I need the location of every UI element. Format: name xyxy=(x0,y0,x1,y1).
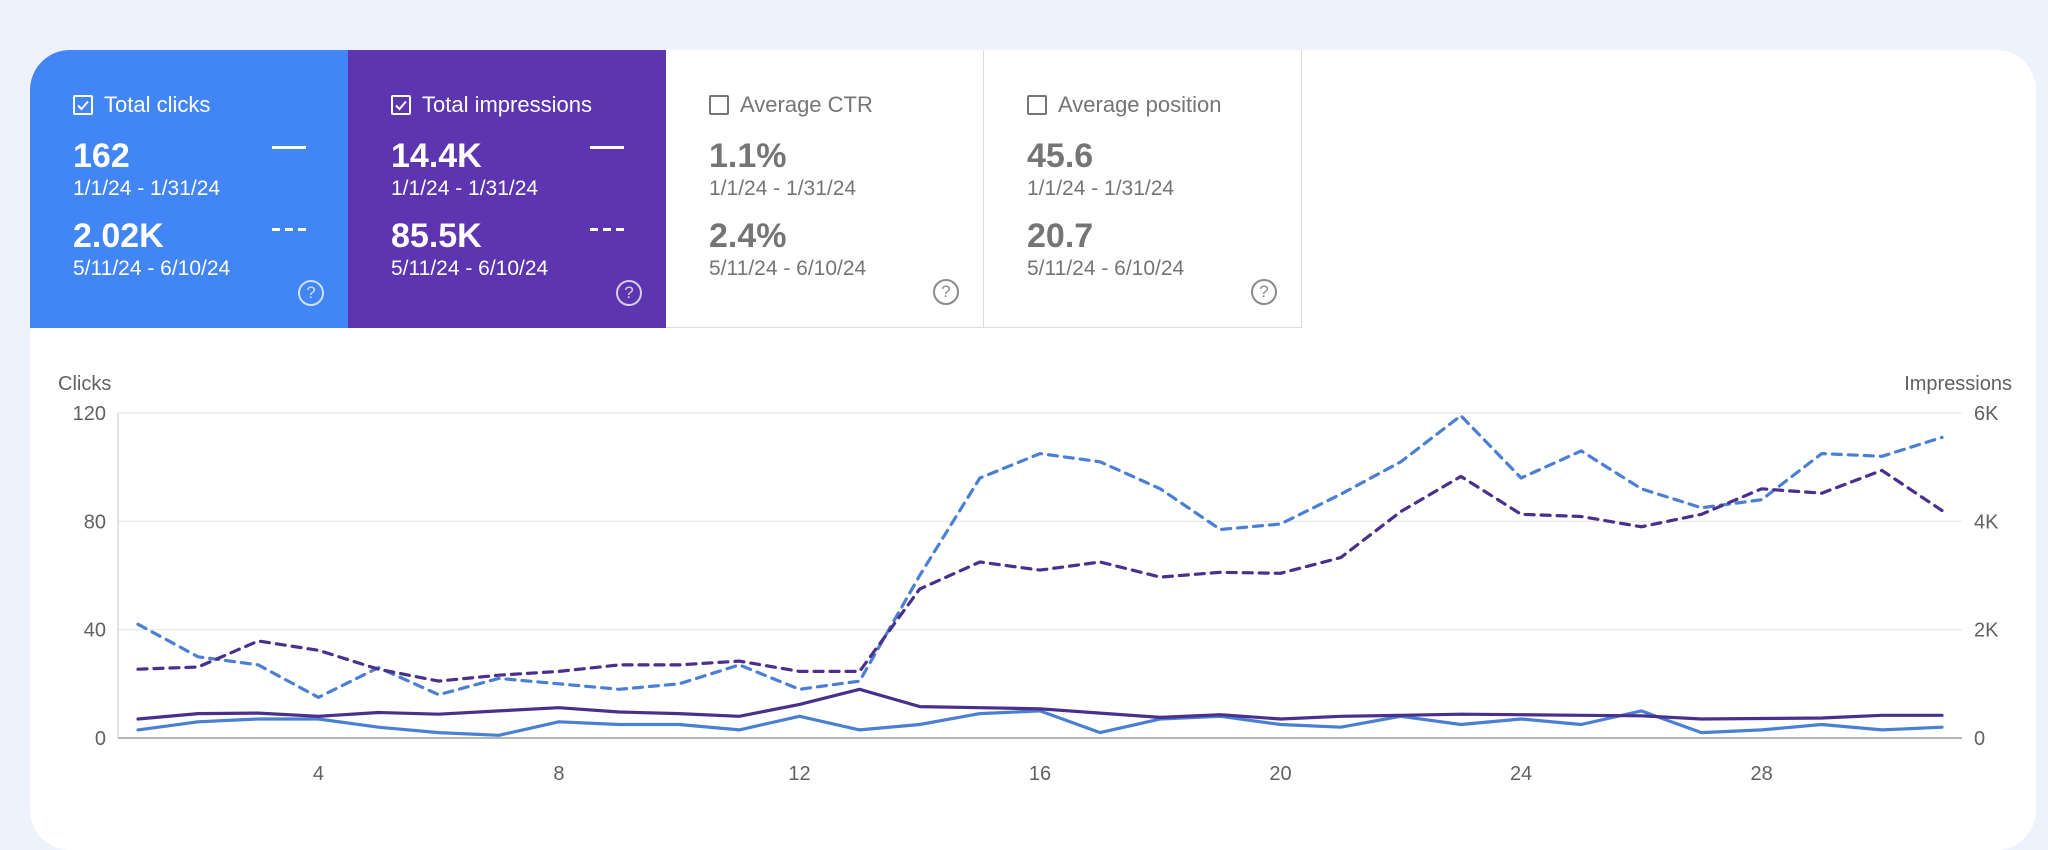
x-tick-label: 16 xyxy=(1029,763,1051,785)
metric-date-range-2: 5/11/24 - 6/10/24 xyxy=(709,257,867,280)
metric-label: Total impressions xyxy=(422,92,592,117)
help-icon[interactable]: ? xyxy=(1251,279,1277,305)
impressions-series-line[interactable] xyxy=(136,687,1944,721)
metric-date-range-2: 5/11/24 - 6/10/24 xyxy=(73,257,231,280)
metric-value-period-2: 20.7 xyxy=(1027,217,1094,255)
x-tick-label: 12 xyxy=(788,763,810,785)
dashed-line-legend-icon xyxy=(272,228,306,231)
metric-date-range-1: 1/1/24 - 1/31/24 xyxy=(391,177,539,200)
average-position-tab[interactable]: Average position 45.6 1/1/24 - 1/31/24 2… xyxy=(984,50,1302,328)
checkbox-checked-icon[interactable] xyxy=(73,95,93,115)
checkbox-unchecked-icon[interactable] xyxy=(709,95,729,115)
metric-header: Total impressions xyxy=(391,90,666,120)
y-right-tick-label: 4K xyxy=(1974,511,1999,533)
x-tick-label: 24 xyxy=(1510,763,1532,785)
x-tick-label: 4 xyxy=(313,763,324,785)
metric-label: Total clicks xyxy=(104,92,211,117)
y-right-tick-label: 0 xyxy=(1974,728,1985,750)
metric-value-period-2: 85.5K xyxy=(391,217,482,255)
metric-date-range-1: 1/1/24 - 1/31/24 xyxy=(709,177,857,200)
metric-date-range-1: 1/1/24 - 1/31/24 xyxy=(73,177,221,200)
dashed-line-legend-icon xyxy=(590,228,624,231)
metric-value-period-2: 2.02K xyxy=(73,217,164,255)
y-left-tick-label: 40 xyxy=(84,620,106,642)
clicks-dashed-series-line[interactable] xyxy=(136,414,1944,700)
metric-value-period-2: 2.4% xyxy=(709,217,787,255)
impressions-dashed-series-line[interactable] xyxy=(136,468,1944,683)
solid-line-legend-icon xyxy=(590,146,624,149)
metric-label: Average position xyxy=(1058,92,1222,117)
performance-chart: Clicks Impressions 0 0 40 2K 80 4K 120 6K 4 8 12 16… xyxy=(58,373,2012,785)
help-icon[interactable]: ? xyxy=(616,280,642,306)
metric-header: Total clicks xyxy=(73,90,348,120)
y-right-tick-label: 6K xyxy=(1974,403,1999,425)
metric-value-period-1: 1.1% xyxy=(709,137,787,175)
total-clicks-tab[interactable]: Total clicks 162 1/1/24 - 1/31/24 2.02K … xyxy=(30,50,348,328)
metric-date-range-1: 1/1/24 - 1/31/24 xyxy=(1027,177,1175,200)
metric-value-period-1: 14.4K xyxy=(391,137,482,175)
metric-value-period-1: 162 xyxy=(73,137,130,175)
help-icon[interactable]: ? xyxy=(298,280,324,306)
total-impressions-tab[interactable]: Total impressions 14.4K 1/1/24 - 1/31/24… xyxy=(348,50,666,328)
clicks-series-line[interactable] xyxy=(136,709,1944,737)
metric-value-period-1: 45.6 xyxy=(1027,137,1094,175)
checkbox-unchecked-icon[interactable] xyxy=(1027,95,1047,115)
y-left-tick-label: 0 xyxy=(95,728,106,750)
metric-date-range-2: 5/11/24 - 6/10/24 xyxy=(391,257,549,280)
checkbox-checked-icon[interactable] xyxy=(391,95,411,115)
x-tick-label: 28 xyxy=(1750,763,1772,785)
metric-header: Average CTR xyxy=(709,90,983,120)
x-tick-label: 20 xyxy=(1269,763,1291,785)
performance-card: Total clicks 162 1/1/24 - 1/31/24 2.02K … xyxy=(30,50,2036,850)
y-left-tick-label: 80 xyxy=(84,511,106,533)
solid-line-legend-icon xyxy=(272,146,306,149)
y-right-tick-label: 2K xyxy=(1974,620,1999,642)
y-axis-right-label: Impressions xyxy=(1904,373,2012,395)
y-axis-left-label: Clicks xyxy=(58,373,111,395)
metric-label: Average CTR xyxy=(740,92,873,117)
help-icon[interactable]: ? xyxy=(933,279,959,305)
average-ctr-tab[interactable]: Average CTR 1.1% 1/1/24 - 1/31/24 2.4% 5… xyxy=(666,50,984,328)
metric-header: Average position xyxy=(1027,90,1301,120)
y-left-tick-label: 120 xyxy=(73,403,106,425)
metric-date-range-2: 5/11/24 - 6/10/24 xyxy=(1027,257,1185,280)
x-tick-label: 8 xyxy=(553,763,564,785)
metric-tabs: Total clicks 162 1/1/24 - 1/31/24 2.02K … xyxy=(30,50,1302,328)
